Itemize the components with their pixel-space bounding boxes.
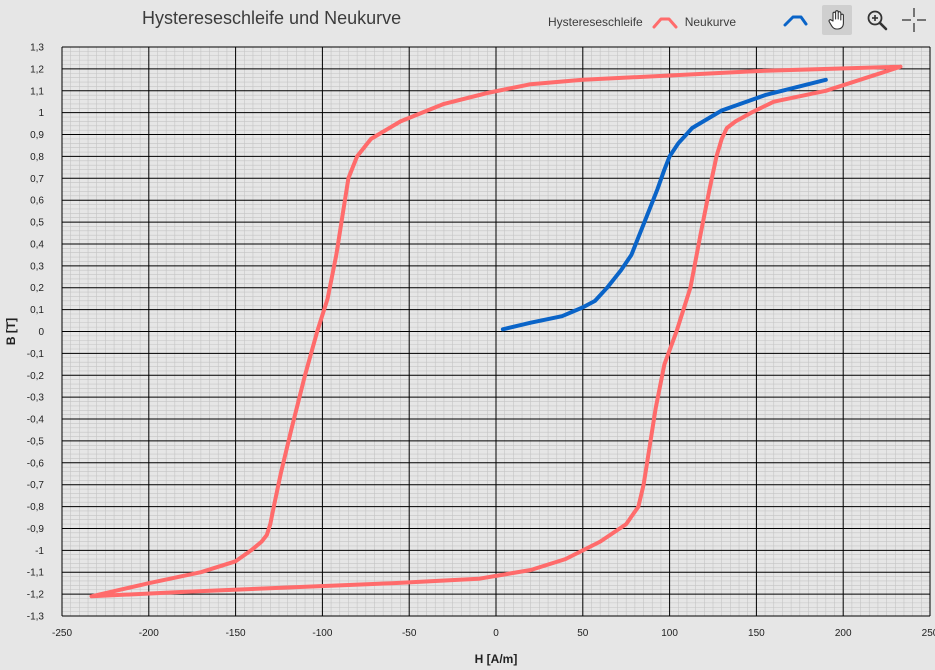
- legend: Hystereseschleife Neukurve: [548, 12, 736, 32]
- pan-hand-icon: [828, 10, 844, 30]
- y-tick-label: 1,3: [30, 43, 44, 54]
- x-tick-label: 250: [922, 628, 935, 639]
- y-tick-label: -0,9: [27, 524, 45, 535]
- y-tick-label: 0,1: [30, 305, 44, 316]
- crosshair-icon: [902, 8, 926, 32]
- y-tick-label: 0,8: [30, 152, 44, 163]
- y-tick-label: 0: [38, 327, 44, 338]
- x-tick-label: 150: [748, 628, 765, 639]
- series-layer: [89, 64, 903, 599]
- y-axis-title: B [T]: [4, 318, 18, 345]
- x-tick-label: 100: [661, 628, 678, 639]
- legend-label-hysteresis: Hystereseschleife: [548, 15, 643, 29]
- crosshair-tool-button[interactable]: [899, 5, 929, 35]
- x-tick-label: -150: [226, 628, 246, 639]
- x-tick-label: 50: [577, 628, 589, 639]
- major-grid: [61, 46, 931, 617]
- y-tick-label: 0,9: [30, 130, 44, 141]
- line-tool-icon: [783, 15, 808, 27]
- y-tick-label: 1: [38, 108, 44, 119]
- y-tick-label: 1,1: [30, 86, 44, 97]
- line-tool-button[interactable]: [780, 5, 810, 35]
- x-tick-label: -200: [139, 628, 159, 639]
- legend-label-neukurve: Neukurve: [684, 15, 737, 29]
- legend-swatch-neukurve: [652, 17, 678, 29]
- y-tick-label: -1: [35, 546, 44, 557]
- y-tick-label: 0,6: [30, 196, 44, 207]
- y-tick-label: -0,5: [27, 436, 45, 447]
- y-tick-label: -1,2: [27, 590, 45, 601]
- y-tick-label: -0,4: [27, 415, 45, 426]
- zoom-in-icon: [867, 10, 888, 31]
- y-tick-label: -0,8: [27, 502, 45, 513]
- y-tick-label: -0,1: [27, 349, 45, 360]
- y-tick-label: -0,6: [27, 458, 45, 469]
- y-tick-label: 0,2: [30, 283, 44, 294]
- y-tick-label: -1,1: [27, 568, 45, 579]
- pan-tool-button[interactable]: [822, 5, 852, 35]
- x-axis-tick-labels: -250 -200 -150 -100 -50 0 50 100 150 200 250: [52, 628, 935, 639]
- y-axis-tick-labels: -1,3 -1,2 -1,1 -1 -0,9 -0,8 -0,7 -0,6 -0,5 -0,4 -0…: [27, 43, 45, 623]
- x-tick-label: 200: [835, 628, 852, 639]
- y-tick-label: 0,5: [30, 218, 44, 229]
- y-tick-label: 0,4: [30, 239, 44, 250]
- y-tick-label: 0,7: [30, 174, 44, 185]
- x-tick-label: -250: [52, 628, 72, 639]
- zoom-tool-button[interactable]: [862, 5, 892, 35]
- x-axis-title: H [A/m]: [475, 652, 518, 666]
- x-tick-label: 0: [493, 628, 499, 639]
- y-tick-label: 0,3: [30, 261, 44, 272]
- y-tick-label: -0,3: [27, 393, 45, 404]
- x-tick-label: -100: [312, 628, 332, 639]
- chart-title: Hystereseschleife und Neukurve: [142, 8, 402, 28]
- y-tick-label: -0,2: [27, 371, 45, 382]
- y-tick-label: -1,3: [27, 612, 45, 623]
- series-line-hystereseschleife: [89, 64, 903, 599]
- y-tick-label: 1,2: [30, 64, 44, 75]
- series-line-neukurve: [500, 77, 828, 332]
- x-tick-label: -50: [402, 628, 417, 639]
- y-tick-label: -0,7: [27, 480, 45, 491]
